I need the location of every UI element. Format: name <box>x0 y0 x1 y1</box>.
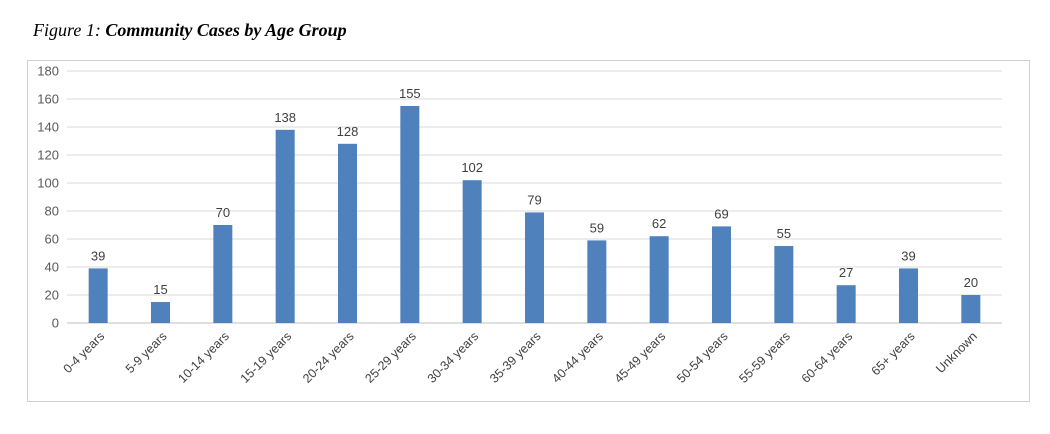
y-tick-label: 180 <box>37 64 59 79</box>
data-label: 128 <box>337 124 359 139</box>
y-tick-label: 40 <box>45 260 59 275</box>
bar <box>836 285 856 323</box>
bar <box>462 180 482 323</box>
data-label: 15 <box>153 282 167 297</box>
data-label: 69 <box>714 206 728 221</box>
data-label: 70 <box>216 205 230 220</box>
x-tick-label: 30-34 years <box>425 329 482 386</box>
chart-frame <box>27 60 1030 402</box>
bar <box>275 129 295 323</box>
bar <box>88 268 108 323</box>
x-tick-label: 55-59 years <box>736 329 793 386</box>
x-tick-label: 65+ years <box>869 329 918 378</box>
x-tick-label: 35-39 years <box>487 329 544 386</box>
bar <box>712 226 731 323</box>
chart-title: Community Cases by Age Group <box>105 20 347 40</box>
x-tick-label: 10-14 years <box>175 329 232 386</box>
bar <box>961 295 981 323</box>
x-tick-label: 50-54 years <box>674 329 731 386</box>
x-tick-label: 15-19 years <box>238 329 295 386</box>
x-tick-label: 20-24 years <box>300 329 357 386</box>
bar <box>151 302 170 323</box>
data-label: 39 <box>901 248 915 263</box>
y-tick-label: 160 <box>37 92 59 107</box>
bars <box>88 106 981 323</box>
y-axis-ticks: 0 20 40 60 80 100 120 140 160 180 <box>37 64 59 331</box>
figure-caption: Figure 1: Community Cases by Age Group <box>33 20 347 41</box>
x-tick-label: 45-49 years <box>612 329 669 386</box>
bar <box>338 143 357 323</box>
data-labels: 39 15 70 138 128 155 102 79 59 62 69 55 27 39 20 <box>91 86 978 297</box>
figure-prefix: Figure 1: <box>33 20 101 40</box>
x-tick-label: Unknown <box>933 329 980 376</box>
data-label: 55 <box>777 226 791 241</box>
bar <box>774 246 794 323</box>
y-tick-label: 100 <box>37 176 59 191</box>
data-label: 102 <box>461 160 483 175</box>
data-label: 155 <box>399 86 421 101</box>
y-tick-label: 120 <box>37 148 59 163</box>
x-tick-label: 5-9 years <box>123 329 170 376</box>
data-label: 27 <box>839 265 853 280</box>
bar <box>587 240 607 323</box>
bar <box>213 225 233 323</box>
data-label: 138 <box>274 110 296 125</box>
bar <box>400 106 420 323</box>
bar <box>899 268 918 323</box>
x-axis-labels: 0-4 years 5-9 years 10-14 years 15-19 years… <box>61 329 980 386</box>
data-label: 39 <box>91 248 105 263</box>
data-label: 62 <box>652 216 666 231</box>
y-tick-label: 0 <box>52 316 59 331</box>
x-tick-label: 40-44 years <box>549 329 606 386</box>
y-tick-label: 140 <box>37 120 59 135</box>
x-tick-label: 0-4 years <box>61 329 108 376</box>
x-tick-label: 60-64 years <box>799 329 856 386</box>
data-label: 79 <box>527 192 541 207</box>
y-tick-label: 20 <box>45 288 59 303</box>
data-label: 20 <box>964 275 978 290</box>
bar <box>525 212 544 323</box>
y-tick-label: 60 <box>45 232 59 247</box>
y-tick-label: 80 <box>45 204 59 219</box>
x-tick-label: 25-29 years <box>362 329 419 386</box>
bar <box>649 236 669 323</box>
data-label: 59 <box>590 220 604 235</box>
